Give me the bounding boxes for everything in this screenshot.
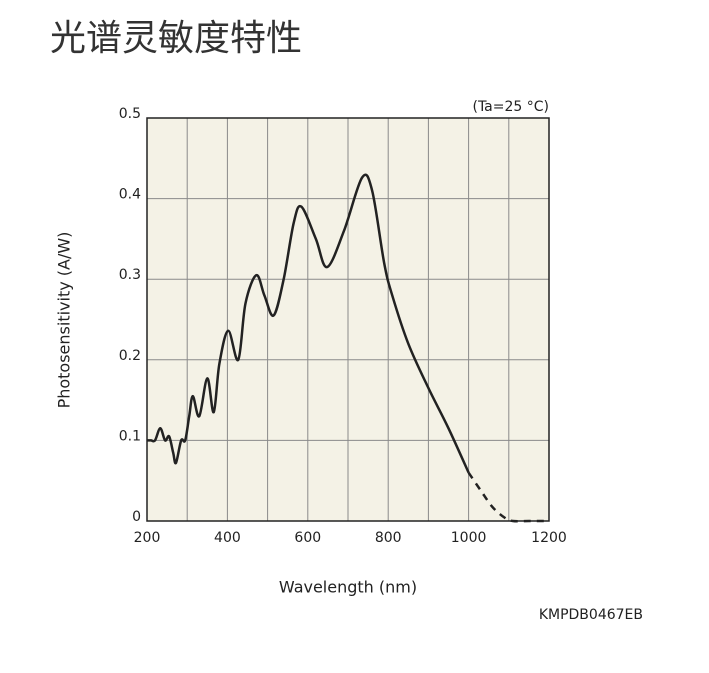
y-tick-label: 0.5 xyxy=(119,106,141,122)
x-tick-label: 400 xyxy=(214,530,241,546)
x-tick-label: 1000 xyxy=(451,530,487,546)
y-tick-label: 0.4 xyxy=(119,187,141,203)
data-line xyxy=(467,471,545,523)
y-tick-label: 0 xyxy=(132,509,141,525)
x-tick-label: 600 xyxy=(294,530,321,546)
y-axis-label: Photosensitivity (A/W) xyxy=(55,232,74,409)
x-axis-label: Wavelength (nm) xyxy=(279,578,417,597)
figure-code: KMPDB0467EB xyxy=(539,607,643,623)
plot-frame xyxy=(146,117,550,522)
x-tick-label: 1200 xyxy=(531,530,567,546)
x-tick-label: 800 xyxy=(375,530,402,546)
y-tick-label: 0.3 xyxy=(119,267,141,283)
annotation: (Ta=25 °C) xyxy=(472,99,549,115)
y-tick-label: 0.1 xyxy=(119,428,141,444)
data-line xyxy=(146,173,470,474)
x-tick-label: 200 xyxy=(134,530,161,546)
y-tick-label: 0.2 xyxy=(119,348,141,364)
chart-title: 光谱灵敏度特性 xyxy=(50,18,302,59)
